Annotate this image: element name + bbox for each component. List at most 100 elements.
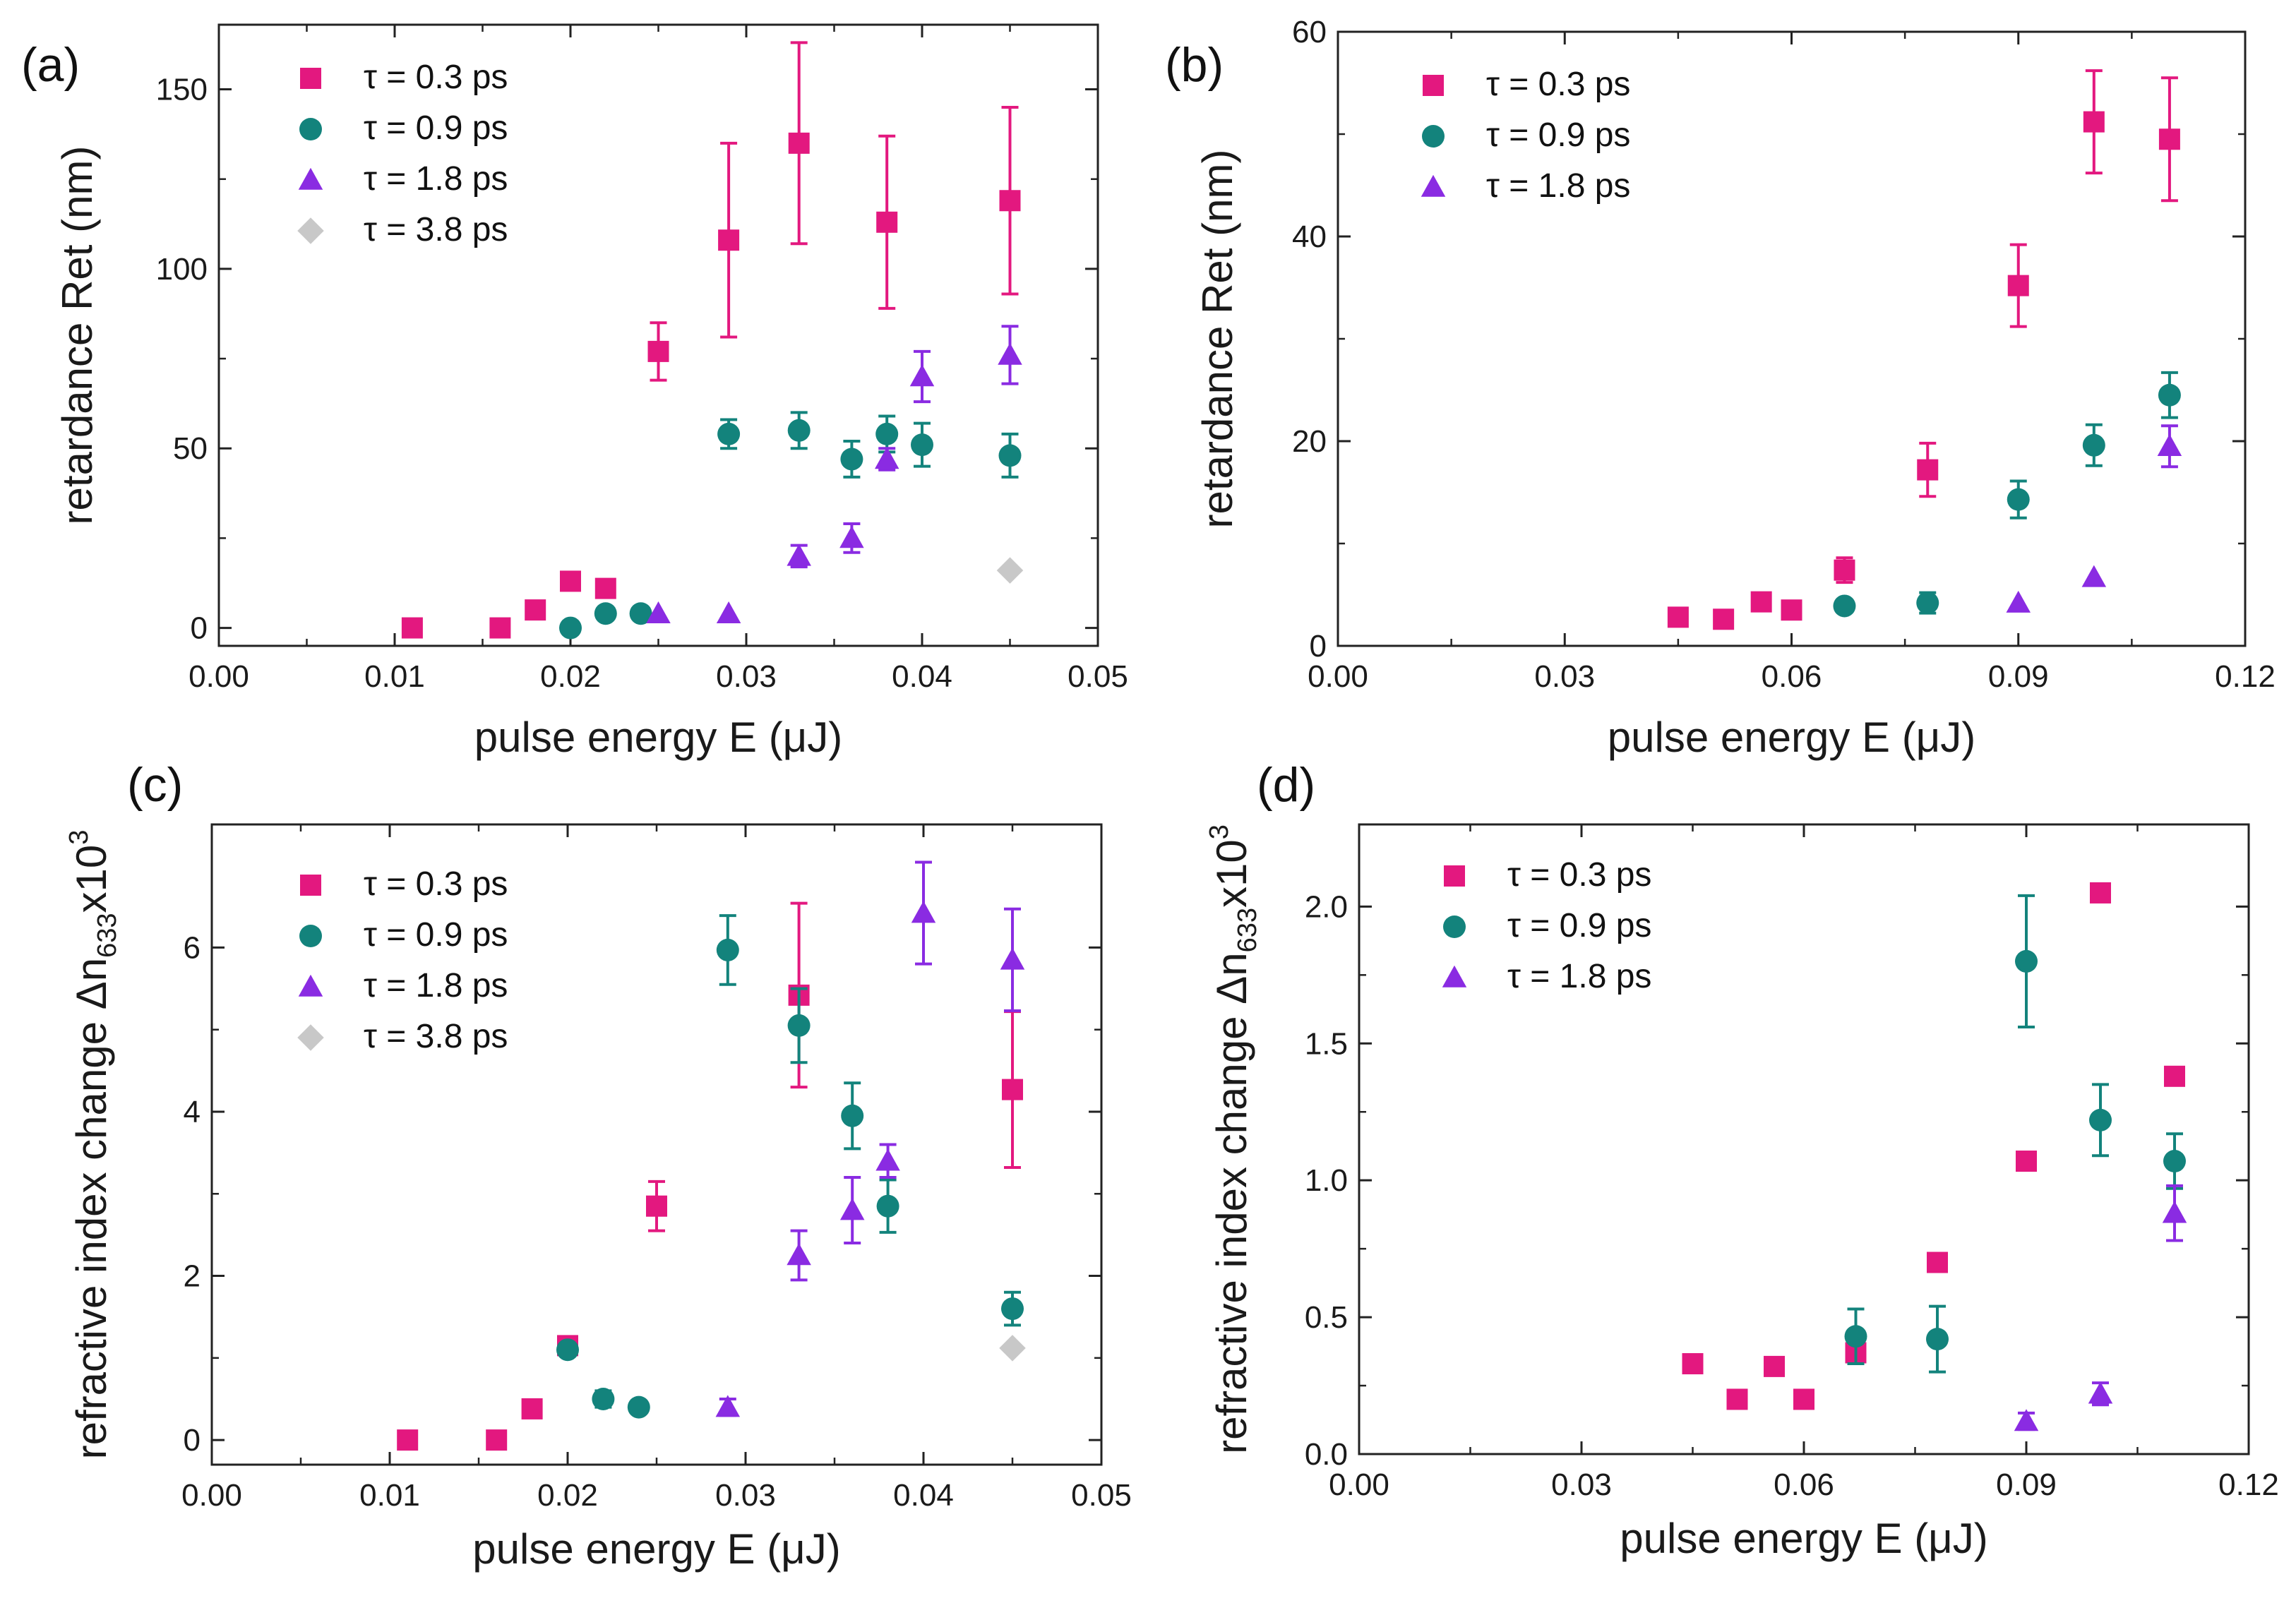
data-point [2007, 488, 2030, 511]
y-tick-label: 0 [1310, 629, 1327, 664]
data-point [787, 1243, 811, 1266]
legend-label: τ = 0.3 ps [1486, 66, 1630, 103]
data-point [592, 1387, 615, 1410]
legend-label: τ = 0.9 ps [364, 916, 508, 954]
panel-label: (d) [1257, 758, 1315, 812]
data-point [1927, 1251, 1948, 1273]
panel-label: (b) [1165, 38, 1224, 92]
series-tau_0_9 [1844, 894, 2186, 1374]
y-tick-label: 60 [1292, 15, 1327, 49]
data-point [627, 1395, 650, 1419]
data-point [646, 1195, 667, 1217]
data-point [1750, 591, 1772, 613]
series-tau_1_8 [2014, 1184, 2187, 1431]
y-tick-label: 1.5 [1305, 1026, 1348, 1061]
y-axis-title-sup: 3 [1204, 824, 1234, 839]
x-tick-label: 0.05 [1068, 659, 1128, 694]
x-axis-title: pulse energy E (μJ) [474, 714, 842, 761]
x-tick-label: 0.00 [189, 659, 249, 694]
y-tick-label: 2.0 [1305, 889, 1348, 924]
data-point [911, 433, 933, 457]
data-point [2163, 1150, 2186, 1173]
series-tau_1_8 [2006, 424, 2182, 613]
legend-label: τ = 0.9 ps [1507, 907, 1651, 944]
y-tick-label: 0.0 [1305, 1437, 1348, 1472]
data-point [2015, 949, 2038, 973]
legend-marker [1444, 865, 1465, 887]
x-tick-label: 0.09 [1996, 1467, 2057, 1502]
legend-label: τ = 3.8 ps [364, 1018, 508, 1055]
x-tick-label: 0.04 [892, 659, 952, 694]
data-point [1002, 1079, 1023, 1100]
data-point [716, 601, 741, 624]
legend-label: τ = 0.3 ps [364, 865, 508, 903]
legend: τ = 0.3 ps τ = 0.9 ps τ = 1.8 ps τ = 3.8 ps [297, 59, 508, 248]
data-point [1833, 594, 1856, 618]
data-point [996, 557, 1024, 584]
legend-marker [1422, 125, 1445, 148]
y-axis-title: refractive index change Δn633x103 [1204, 824, 1262, 1454]
legend-label: τ = 0.9 ps [364, 109, 508, 147]
data-point [521, 1398, 543, 1419]
data-point [1764, 1355, 1785, 1377]
x-tick-label: 0.06 [1774, 1467, 1834, 1502]
data-point [594, 602, 617, 625]
plot-frame [210, 823, 1103, 1466]
data-point [594, 577, 616, 599]
data-point [875, 1148, 900, 1171]
data-point [2089, 1108, 2112, 1131]
x-tick-label: 0.01 [364, 659, 425, 694]
x-tick-label: 0.02 [537, 1478, 598, 1513]
x-tick-label: 0.05 [1071, 1478, 1132, 1513]
data-point [1726, 1388, 1748, 1410]
data-point [715, 1395, 741, 1417]
series-tau_0_9 [559, 411, 1022, 640]
data-point [2083, 111, 2105, 133]
data-point [787, 1014, 811, 1037]
x-tick-label: 0.09 [1988, 659, 2049, 694]
x-tick-label: 0.00 [1329, 1467, 1389, 1502]
y-axis-title-main: refractive index change Δn [1208, 952, 1255, 1453]
data-point [397, 1429, 419, 1451]
data-point [2162, 1201, 2187, 1223]
legend-label: τ = 1.8 ps [1486, 167, 1630, 205]
x-tick-label: 0.03 [715, 1478, 776, 1513]
data-point [2081, 565, 2107, 587]
data-point [2164, 1065, 2185, 1087]
data-point [909, 364, 935, 387]
data-point [788, 132, 810, 154]
series-tau_3_8 [999, 1335, 1026, 1362]
y-tick-label: 40 [1292, 220, 1327, 254]
y-axis-title-sub: 633 [1233, 908, 1262, 952]
y-axis-title-main: refractive index change Δn [68, 958, 115, 1459]
legend-label: τ = 1.8 ps [1507, 958, 1651, 995]
data-point [2090, 882, 2111, 903]
panel-label: (a) [21, 38, 80, 92]
panel-c: 0.00 0.01 0.02 0.03 0.04 0.05 0 2 4 6 pulse energy… [64, 758, 1132, 1573]
legend-marker [300, 68, 321, 89]
y-tick-label: 4 [184, 1095, 201, 1129]
data-point [787, 419, 811, 442]
data-point [1926, 1328, 1949, 1351]
y-axis-title: retardance Ret (nm) [54, 146, 101, 525]
data-point [999, 1335, 1026, 1362]
legend-label: τ = 1.8 ps [364, 967, 508, 1004]
data-point [2016, 1151, 2037, 1172]
data-point [1000, 947, 1025, 970]
panel-b: 0.00 0.03 0.06 0.09 0.12 0 20 40 60 pulse energy … [1165, 15, 2276, 761]
x-tick-label: 0.03 [1534, 659, 1595, 694]
series-tau_0_9 [556, 914, 1024, 1419]
data-point [1834, 559, 1855, 581]
data-point [998, 342, 1022, 365]
x-tick-label: 0.06 [1762, 659, 1822, 694]
y-tick-label: 2 [184, 1259, 201, 1294]
plot-frame [1358, 823, 2250, 1455]
legend-label: τ = 0.3 ps [364, 59, 508, 96]
data-point [718, 229, 740, 251]
data-point [876, 1194, 899, 1218]
data-point [486, 1429, 508, 1451]
series-tau_0_3 [1682, 882, 2185, 1410]
legend-marker [298, 974, 323, 997]
x-axis-title: pulse energy E (μJ) [1608, 714, 1975, 761]
y-axis-title-mult: x10 [68, 845, 115, 913]
